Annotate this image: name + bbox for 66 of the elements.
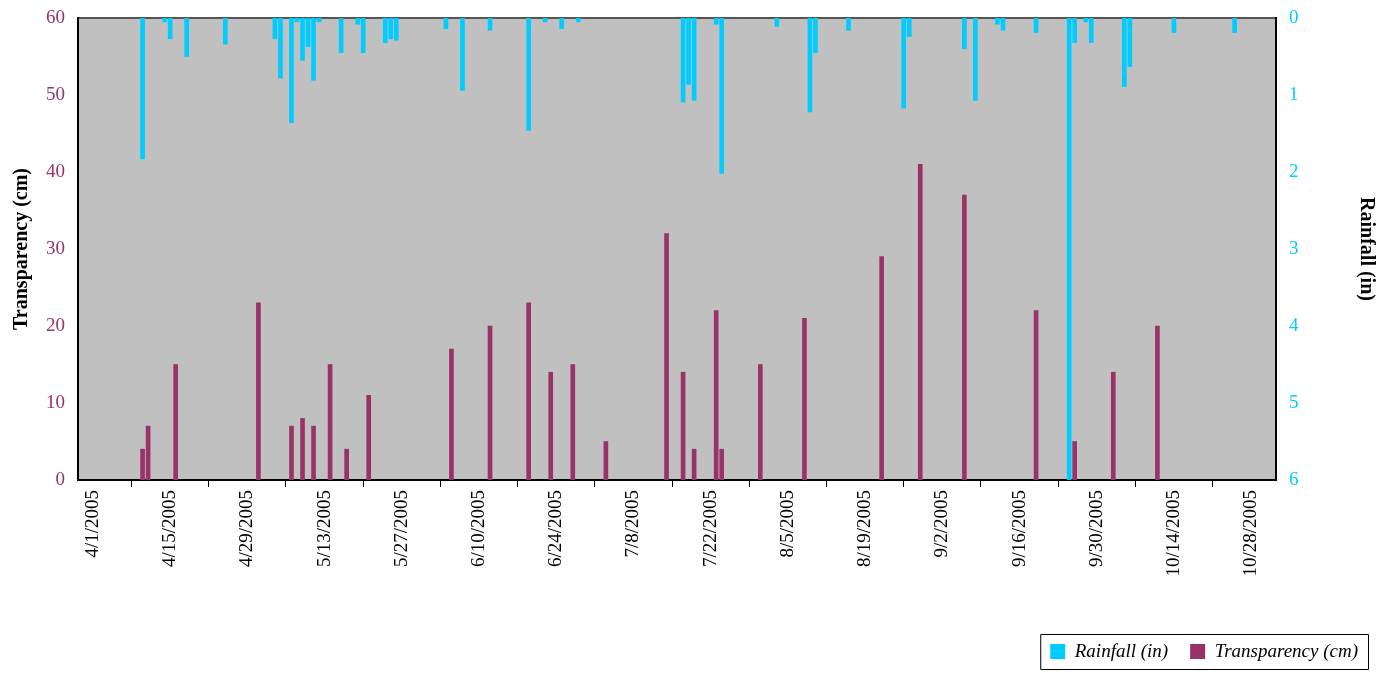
x-tick-label: 10/14/2005 bbox=[1161, 490, 1183, 577]
bar bbox=[460, 18, 465, 91]
y-tick-label: 20 bbox=[46, 313, 65, 335]
y2-tick-label: 2 bbox=[1289, 159, 1299, 181]
x-tick-label: 6/24/2005 bbox=[544, 490, 566, 568]
x-tick-label: 4/29/2005 bbox=[235, 490, 257, 568]
bar bbox=[542, 18, 548, 23]
bar bbox=[962, 18, 967, 50]
bar bbox=[184, 18, 190, 57]
legend-label: Transparency (cm) bbox=[1214, 639, 1359, 662]
bar bbox=[526, 302, 531, 480]
x-tick-label: 7/8/2005 bbox=[621, 490, 643, 558]
bar bbox=[222, 18, 228, 45]
bar bbox=[344, 448, 349, 480]
x-tick-label: 5/27/2005 bbox=[389, 490, 411, 568]
bar bbox=[664, 233, 669, 480]
bar bbox=[757, 364, 763, 480]
y2-tick-label: 6 bbox=[1289, 467, 1299, 489]
y-tick-label: 0 bbox=[55, 467, 65, 489]
x-tick-label: 4/1/2005 bbox=[80, 490, 102, 558]
x-tick-label: 8/5/2005 bbox=[775, 490, 797, 558]
bar bbox=[526, 18, 531, 131]
y2-tick-label: 4 bbox=[1289, 313, 1299, 335]
bar bbox=[1110, 371, 1116, 480]
bar bbox=[1155, 325, 1160, 480]
y2-tick-label: 5 bbox=[1289, 390, 1299, 412]
y2-tick-label: 0 bbox=[1289, 5, 1299, 27]
bar bbox=[173, 364, 178, 480]
bar bbox=[570, 364, 576, 480]
bar bbox=[917, 163, 923, 480]
x-tick-label: 10/28/2005 bbox=[1239, 490, 1261, 577]
bar bbox=[846, 18, 851, 31]
x-tick-label: 7/22/2005 bbox=[698, 490, 720, 568]
x-tick-label: 9/16/2005 bbox=[1007, 490, 1029, 568]
x-tick-label: 5/13/2005 bbox=[312, 490, 334, 568]
x-tick-label: 8/19/2005 bbox=[853, 490, 875, 568]
y2-axis-title: Rainfall (in) bbox=[1355, 197, 1379, 301]
x-tick-label: 6/10/2005 bbox=[467, 490, 488, 568]
x-tick-label: 4/15/2005 bbox=[158, 490, 180, 568]
bar bbox=[256, 302, 261, 480]
bar bbox=[559, 18, 565, 30]
x-tick-label: 9/2/2005 bbox=[930, 490, 952, 558]
bar bbox=[802, 317, 807, 480]
bar bbox=[311, 425, 316, 480]
bar bbox=[289, 425, 294, 480]
bar bbox=[575, 18, 581, 23]
bar bbox=[300, 418, 305, 480]
bar bbox=[962, 194, 967, 480]
bar bbox=[1232, 18, 1237, 33]
x-tick-label: 9/30/2005 bbox=[1084, 490, 1106, 568]
y2-tick-label: 1 bbox=[1289, 82, 1299, 104]
bar bbox=[366, 394, 372, 480]
y-tick-label: 30 bbox=[46, 236, 65, 258]
y-axis-title: Transparency (cm) bbox=[9, 167, 33, 331]
bar bbox=[1072, 441, 1078, 480]
y-tick-label: 60 bbox=[46, 5, 65, 27]
bar bbox=[449, 348, 454, 480]
y-tick-label: 10 bbox=[46, 390, 65, 412]
y2-tick-label: 3 bbox=[1289, 236, 1299, 258]
y-tick-label: 40 bbox=[46, 159, 65, 181]
bar bbox=[140, 18, 145, 160]
bar bbox=[548, 371, 554, 480]
legend-label: Rainfall (in) bbox=[1073, 639, 1169, 662]
bar bbox=[879, 256, 884, 480]
y-tick-label: 50 bbox=[46, 82, 65, 104]
bar bbox=[973, 18, 978, 101]
